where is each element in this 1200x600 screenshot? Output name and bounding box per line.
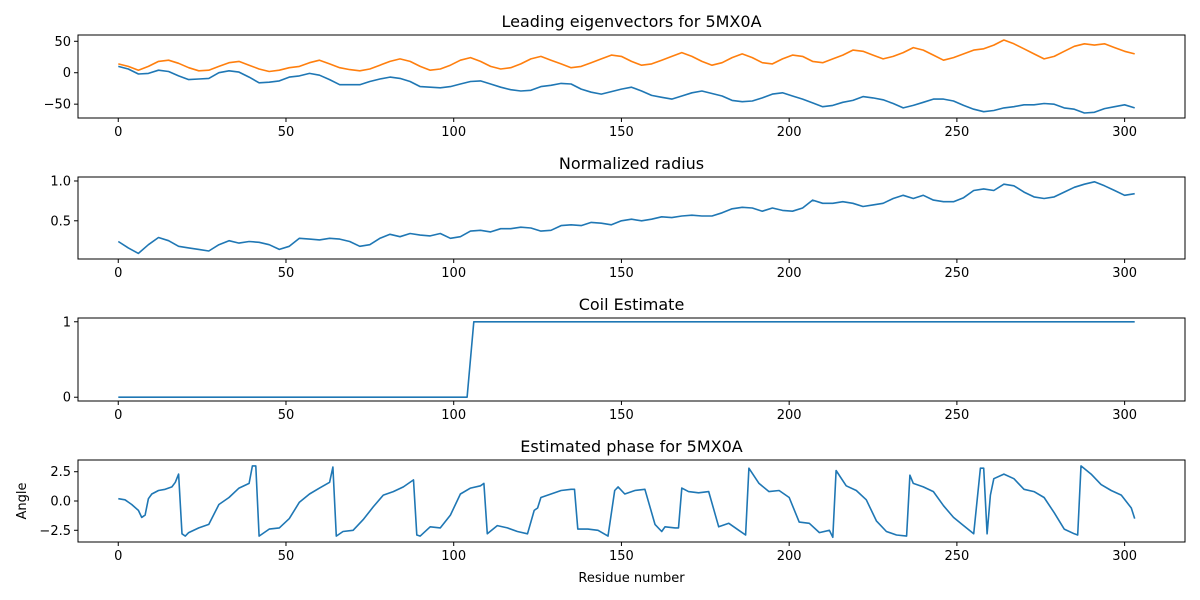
- x-tick-label: 200: [777, 408, 802, 423]
- y-tick-label: 2.5: [50, 465, 71, 480]
- y-tick-label: 1: [63, 315, 71, 330]
- chart-title: Normalized radius: [559, 154, 704, 173]
- panel-2: 0 50 100 150 200 250 300 1.0 0.5 Normalized radiu…: [50, 154, 1186, 281]
- y-tick-label: 0: [63, 66, 71, 81]
- axes-frame: [77, 317, 1186, 402]
- x-tick-label: 150: [609, 125, 634, 140]
- x-tick-label: 50: [278, 408, 295, 423]
- x-tick-label: 100: [441, 408, 466, 423]
- series-line-1: [118, 65, 1135, 114]
- y-tick-label: −50: [44, 98, 71, 113]
- x-tick-label: 0: [114, 266, 122, 281]
- x-tick-label: 100: [441, 266, 466, 281]
- x-tick-label: 250: [944, 408, 969, 423]
- x-tick-label: 100: [441, 125, 466, 140]
- axes-frame: [77, 34, 1186, 119]
- x-tick-label: 250: [944, 266, 969, 281]
- x-tick-label: 300: [1112, 549, 1137, 564]
- panel-1: 0 50 100 150 200 250 300 50 0 −50 Leading eigenvec…: [44, 12, 1186, 140]
- series-line-1: [117, 181, 1135, 255]
- y-tick-label: −2.5: [39, 524, 71, 539]
- axes-frame: [77, 176, 1186, 260]
- series-line-1: [118, 465, 1136, 539]
- axes-frame: [77, 459, 1186, 543]
- x-tick-label: 250: [944, 125, 969, 140]
- x-tick-label: 250: [944, 549, 969, 564]
- series-line-2: [118, 39, 1135, 73]
- y-tick-label: 50: [54, 35, 71, 50]
- series-line-1: [118, 320, 1135, 399]
- x-tick-label: 0: [114, 125, 122, 140]
- x-tick-label: 200: [777, 125, 802, 140]
- x-axis-label: Residue number: [578, 571, 685, 586]
- y-tick-label: 1.0: [50, 174, 71, 189]
- y-tick-label: 0.5: [50, 214, 71, 229]
- x-tick-label: 50: [278, 549, 295, 564]
- x-tick-label: 200: [777, 266, 802, 281]
- x-tick-label: 150: [609, 408, 634, 423]
- x-tick-label: 100: [441, 549, 466, 564]
- chart-title: Coil Estimate: [579, 295, 685, 314]
- panel-3: 0 50 100 150 200 250 300 1 0 Coil Estimate: [63, 295, 1186, 423]
- y-tick-label: 0: [63, 391, 71, 406]
- x-tick-label: 300: [1112, 266, 1137, 281]
- x-tick-label: 0: [114, 549, 122, 564]
- x-tick-label: 150: [609, 266, 634, 281]
- chart-title: Leading eigenvectors for 5MX0A: [501, 12, 761, 31]
- x-tick-label: 0: [114, 408, 122, 423]
- x-tick-label: 150: [609, 549, 634, 564]
- x-tick-label: 200: [777, 549, 802, 564]
- x-tick-label: 50: [278, 125, 295, 140]
- x-tick-label: 50: [278, 266, 295, 281]
- x-tick-label: 300: [1112, 408, 1137, 423]
- y-tick-label: 0.0: [50, 495, 71, 510]
- x-tick-label: 300: [1112, 125, 1137, 140]
- chart-title: Estimated phase for 5MX0A: [520, 437, 742, 456]
- panel-4: 0 50 100 150 200 250 300 2.5 0.0 −2.5 Estimated ph…: [15, 437, 1186, 586]
- y-axis-label: Angle: [15, 483, 30, 520]
